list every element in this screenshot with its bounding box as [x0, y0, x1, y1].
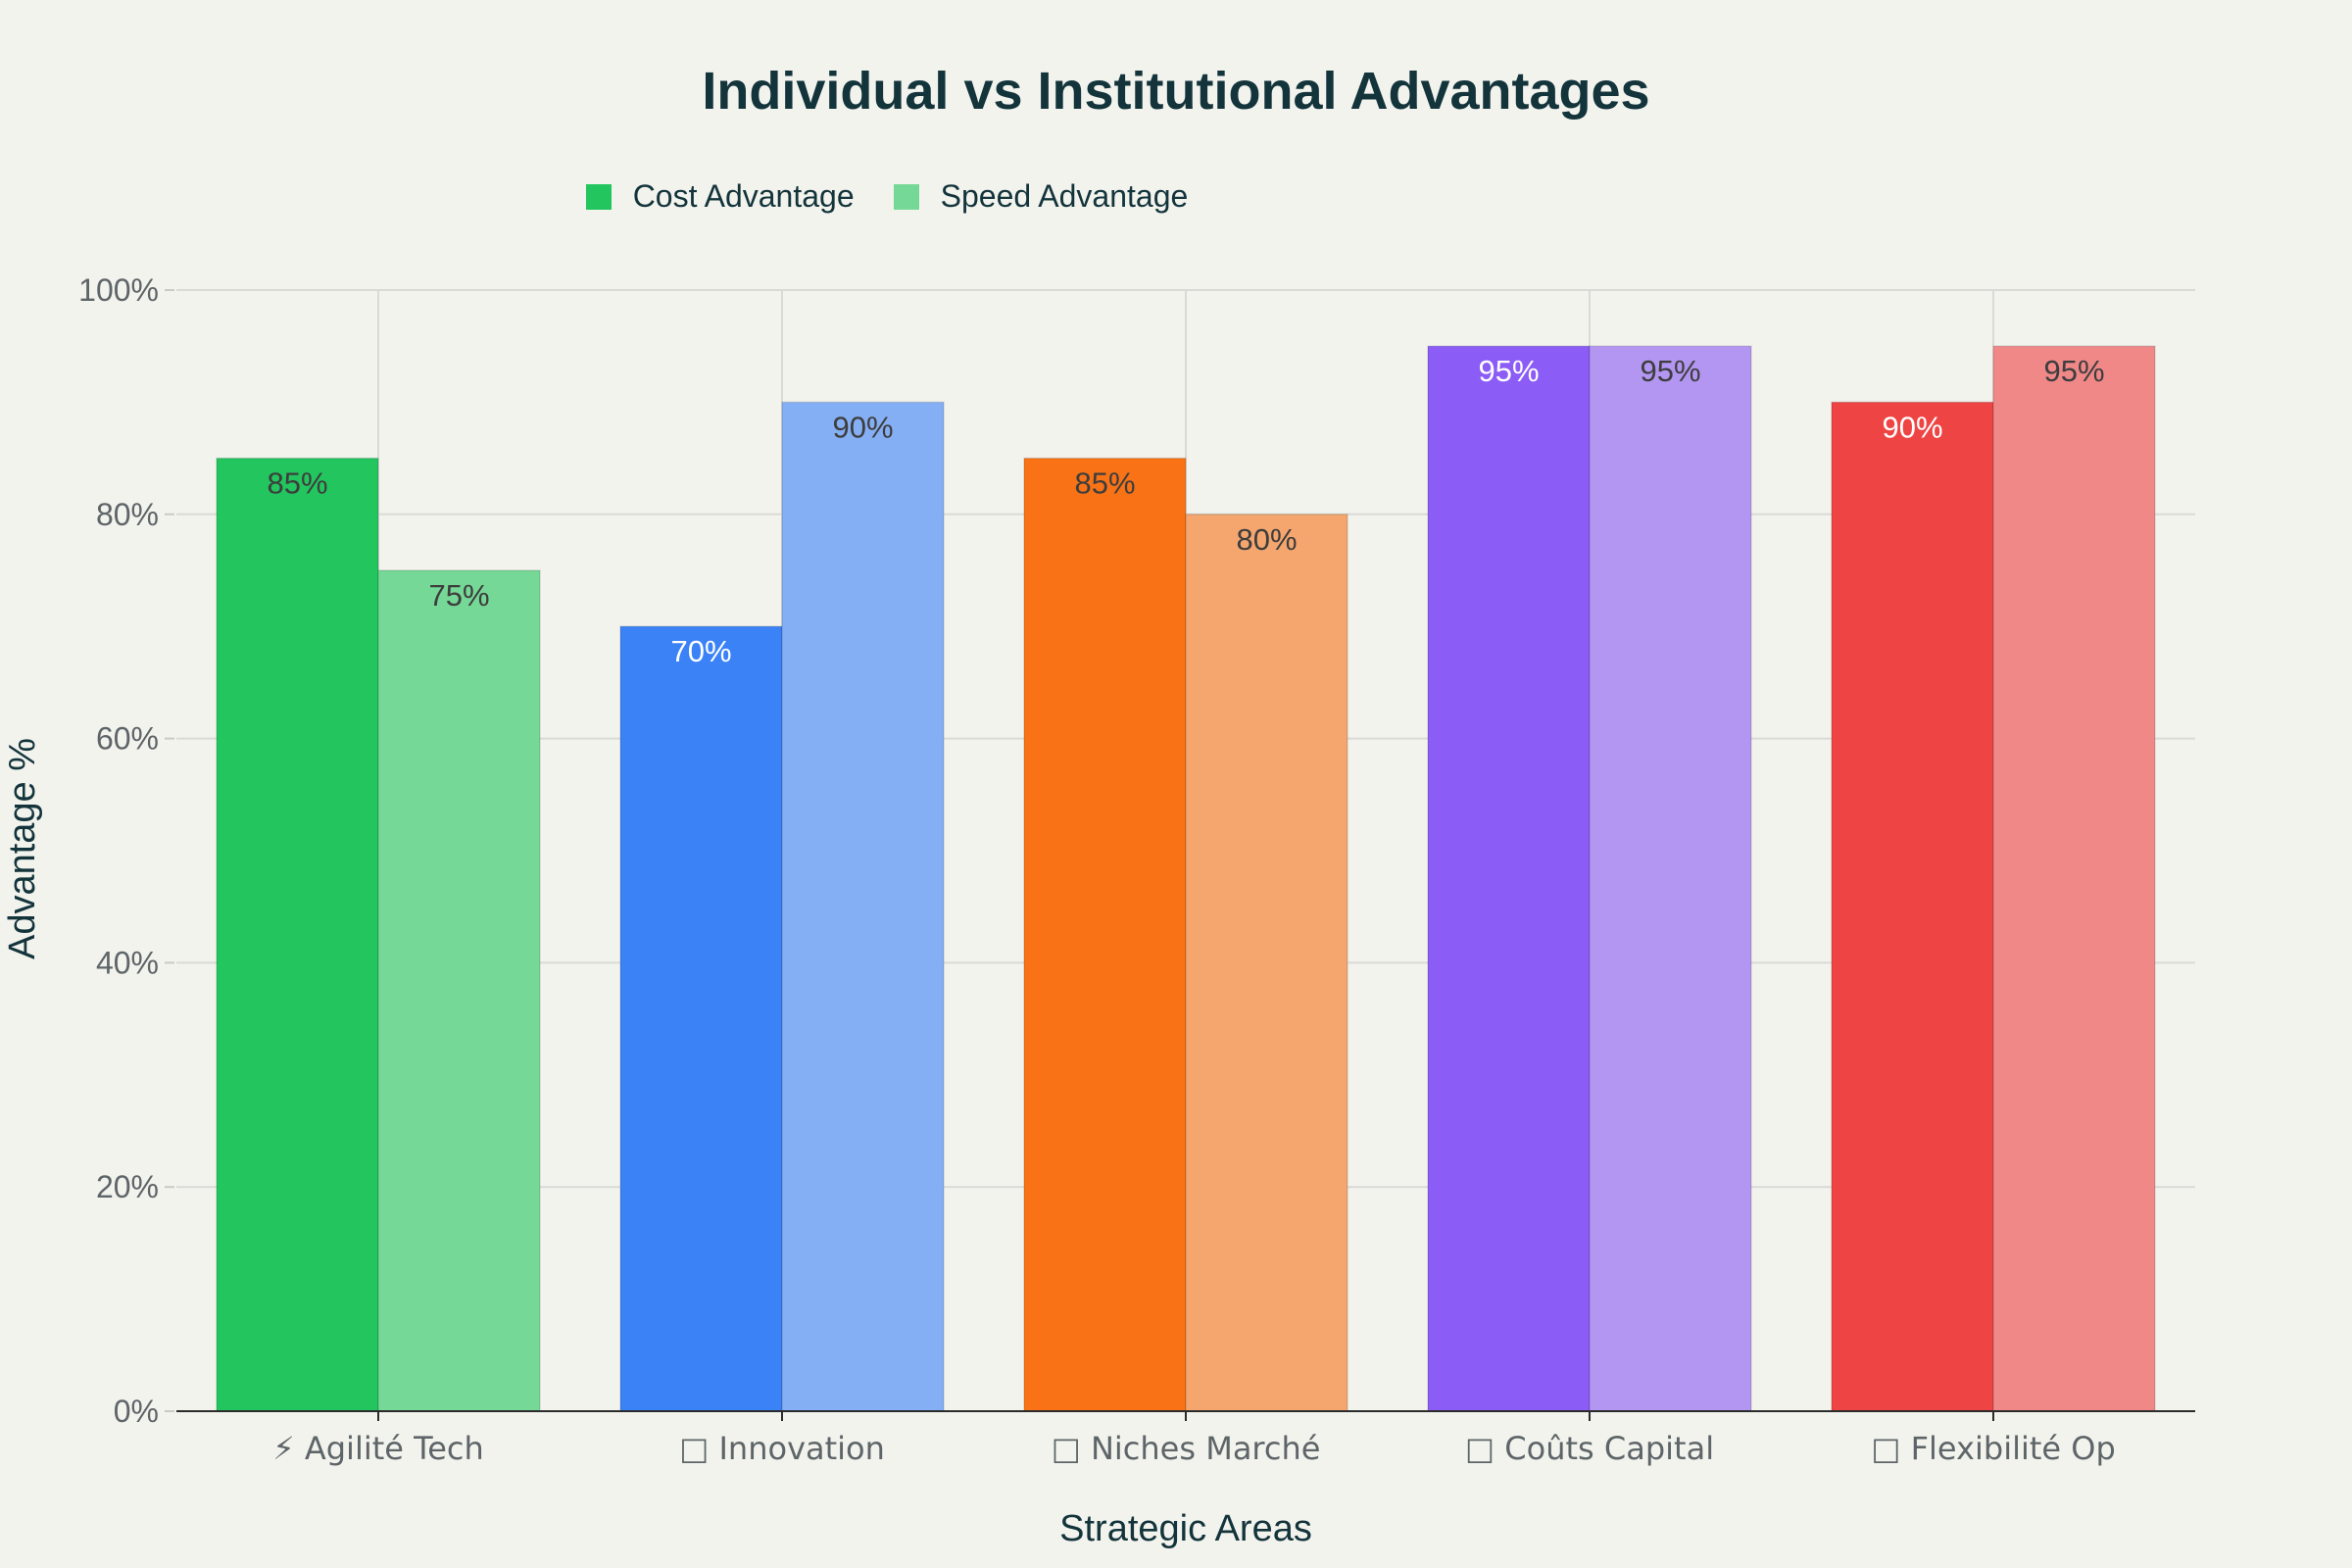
y-axis-title: Advantage %: [2, 738, 43, 959]
bar-speed[interactable]: [1589, 345, 1752, 1412]
y-tick-label: 0%: [114, 1394, 159, 1429]
bar-cost[interactable]: [619, 625, 783, 1412]
x-tick-label: □ Niches Marché: [1052, 1430, 1321, 1467]
bar-speed[interactable]: [1185, 514, 1348, 1412]
bar-value-label: 90%: [1882, 410, 1942, 444]
chart-title: Individual vs Institutional Advantages: [702, 62, 1650, 121]
bar-value-label: 75%: [428, 578, 489, 612]
legend-swatch-cost: [585, 183, 612, 210]
legend-item-cost[interactable]: Cost Advantage: [585, 178, 855, 215]
bar-value-label: 70%: [670, 634, 731, 668]
y-tick-label: 20%: [96, 1169, 159, 1204]
bar-value-label: 95%: [1478, 354, 1539, 388]
bar-cost[interactable]: [1023, 457, 1187, 1412]
bar-value-label: 90%: [832, 410, 893, 444]
bars: 85% 70% 85% 95% 90% 75% 90% 80% 95% 95%: [216, 345, 2156, 1412]
x-tick-label: ⚡ Agilité Tech: [272, 1430, 484, 1467]
bar-cost[interactable]: [216, 457, 379, 1412]
x-tick-label: □ Flexibilité Op: [1871, 1430, 2116, 1467]
legend: Cost Advantage Speed Advantage: [0, 178, 1774, 215]
bar-value-label: 85%: [1074, 466, 1135, 501]
legend-label-cost: Cost Advantage: [632, 178, 855, 214]
legend-label-speed: Speed Advantage: [940, 178, 1189, 214]
bar-cost[interactable]: [1831, 401, 1994, 1412]
bar-speed[interactable]: [1992, 345, 2156, 1412]
legend-item-speed[interactable]: Speed Advantage: [893, 178, 1189, 215]
bar-value-label: 95%: [1640, 354, 1700, 388]
bar-value-label: 95%: [2043, 354, 2104, 388]
x-axis-title: Strategic Areas: [1059, 1508, 1312, 1549]
y-tick-label: 100%: [78, 272, 159, 308]
y-tick-label: 60%: [96, 721, 159, 757]
bar-speed[interactable]: [781, 401, 945, 1412]
x-tick-label: □ Coûts Capital: [1465, 1430, 1714, 1467]
bar-value-label: 85%: [267, 466, 327, 501]
axes: 0% 20% 40% 60% 80% 100% ⚡ Agilité Tech □ Innova…: [78, 272, 2195, 1467]
legend-swatch-speed: [893, 183, 919, 210]
bar-cost[interactable]: [1427, 345, 1591, 1412]
y-tick-label: 80%: [96, 497, 159, 532]
bar-speed[interactable]: [377, 569, 541, 1412]
bar-value-label: 80%: [1236, 522, 1297, 557]
x-tick-label: □ Innovation: [679, 1430, 885, 1467]
y-tick-label: 40%: [96, 945, 159, 980]
